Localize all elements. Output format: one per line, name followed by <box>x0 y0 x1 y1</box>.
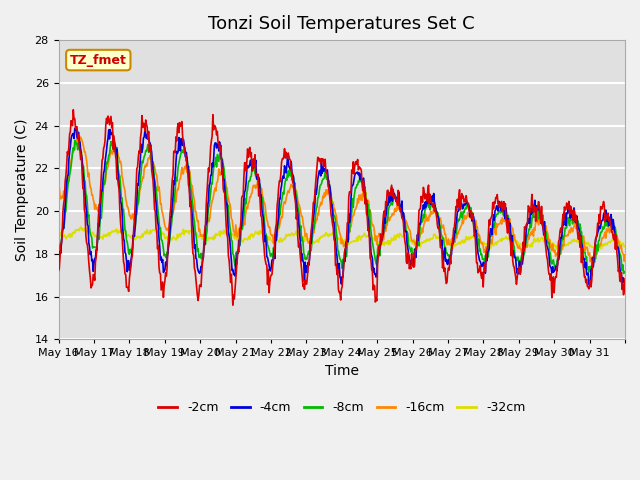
Title: Tonzi Soil Temperatures Set C: Tonzi Soil Temperatures Set C <box>209 15 475 33</box>
Text: TZ_fmet: TZ_fmet <box>70 54 127 67</box>
Y-axis label: Soil Temperature (C): Soil Temperature (C) <box>15 119 29 261</box>
X-axis label: Time: Time <box>324 364 359 378</box>
Legend: -2cm, -4cm, -8cm, -16cm, -32cm: -2cm, -4cm, -8cm, -16cm, -32cm <box>153 396 531 420</box>
